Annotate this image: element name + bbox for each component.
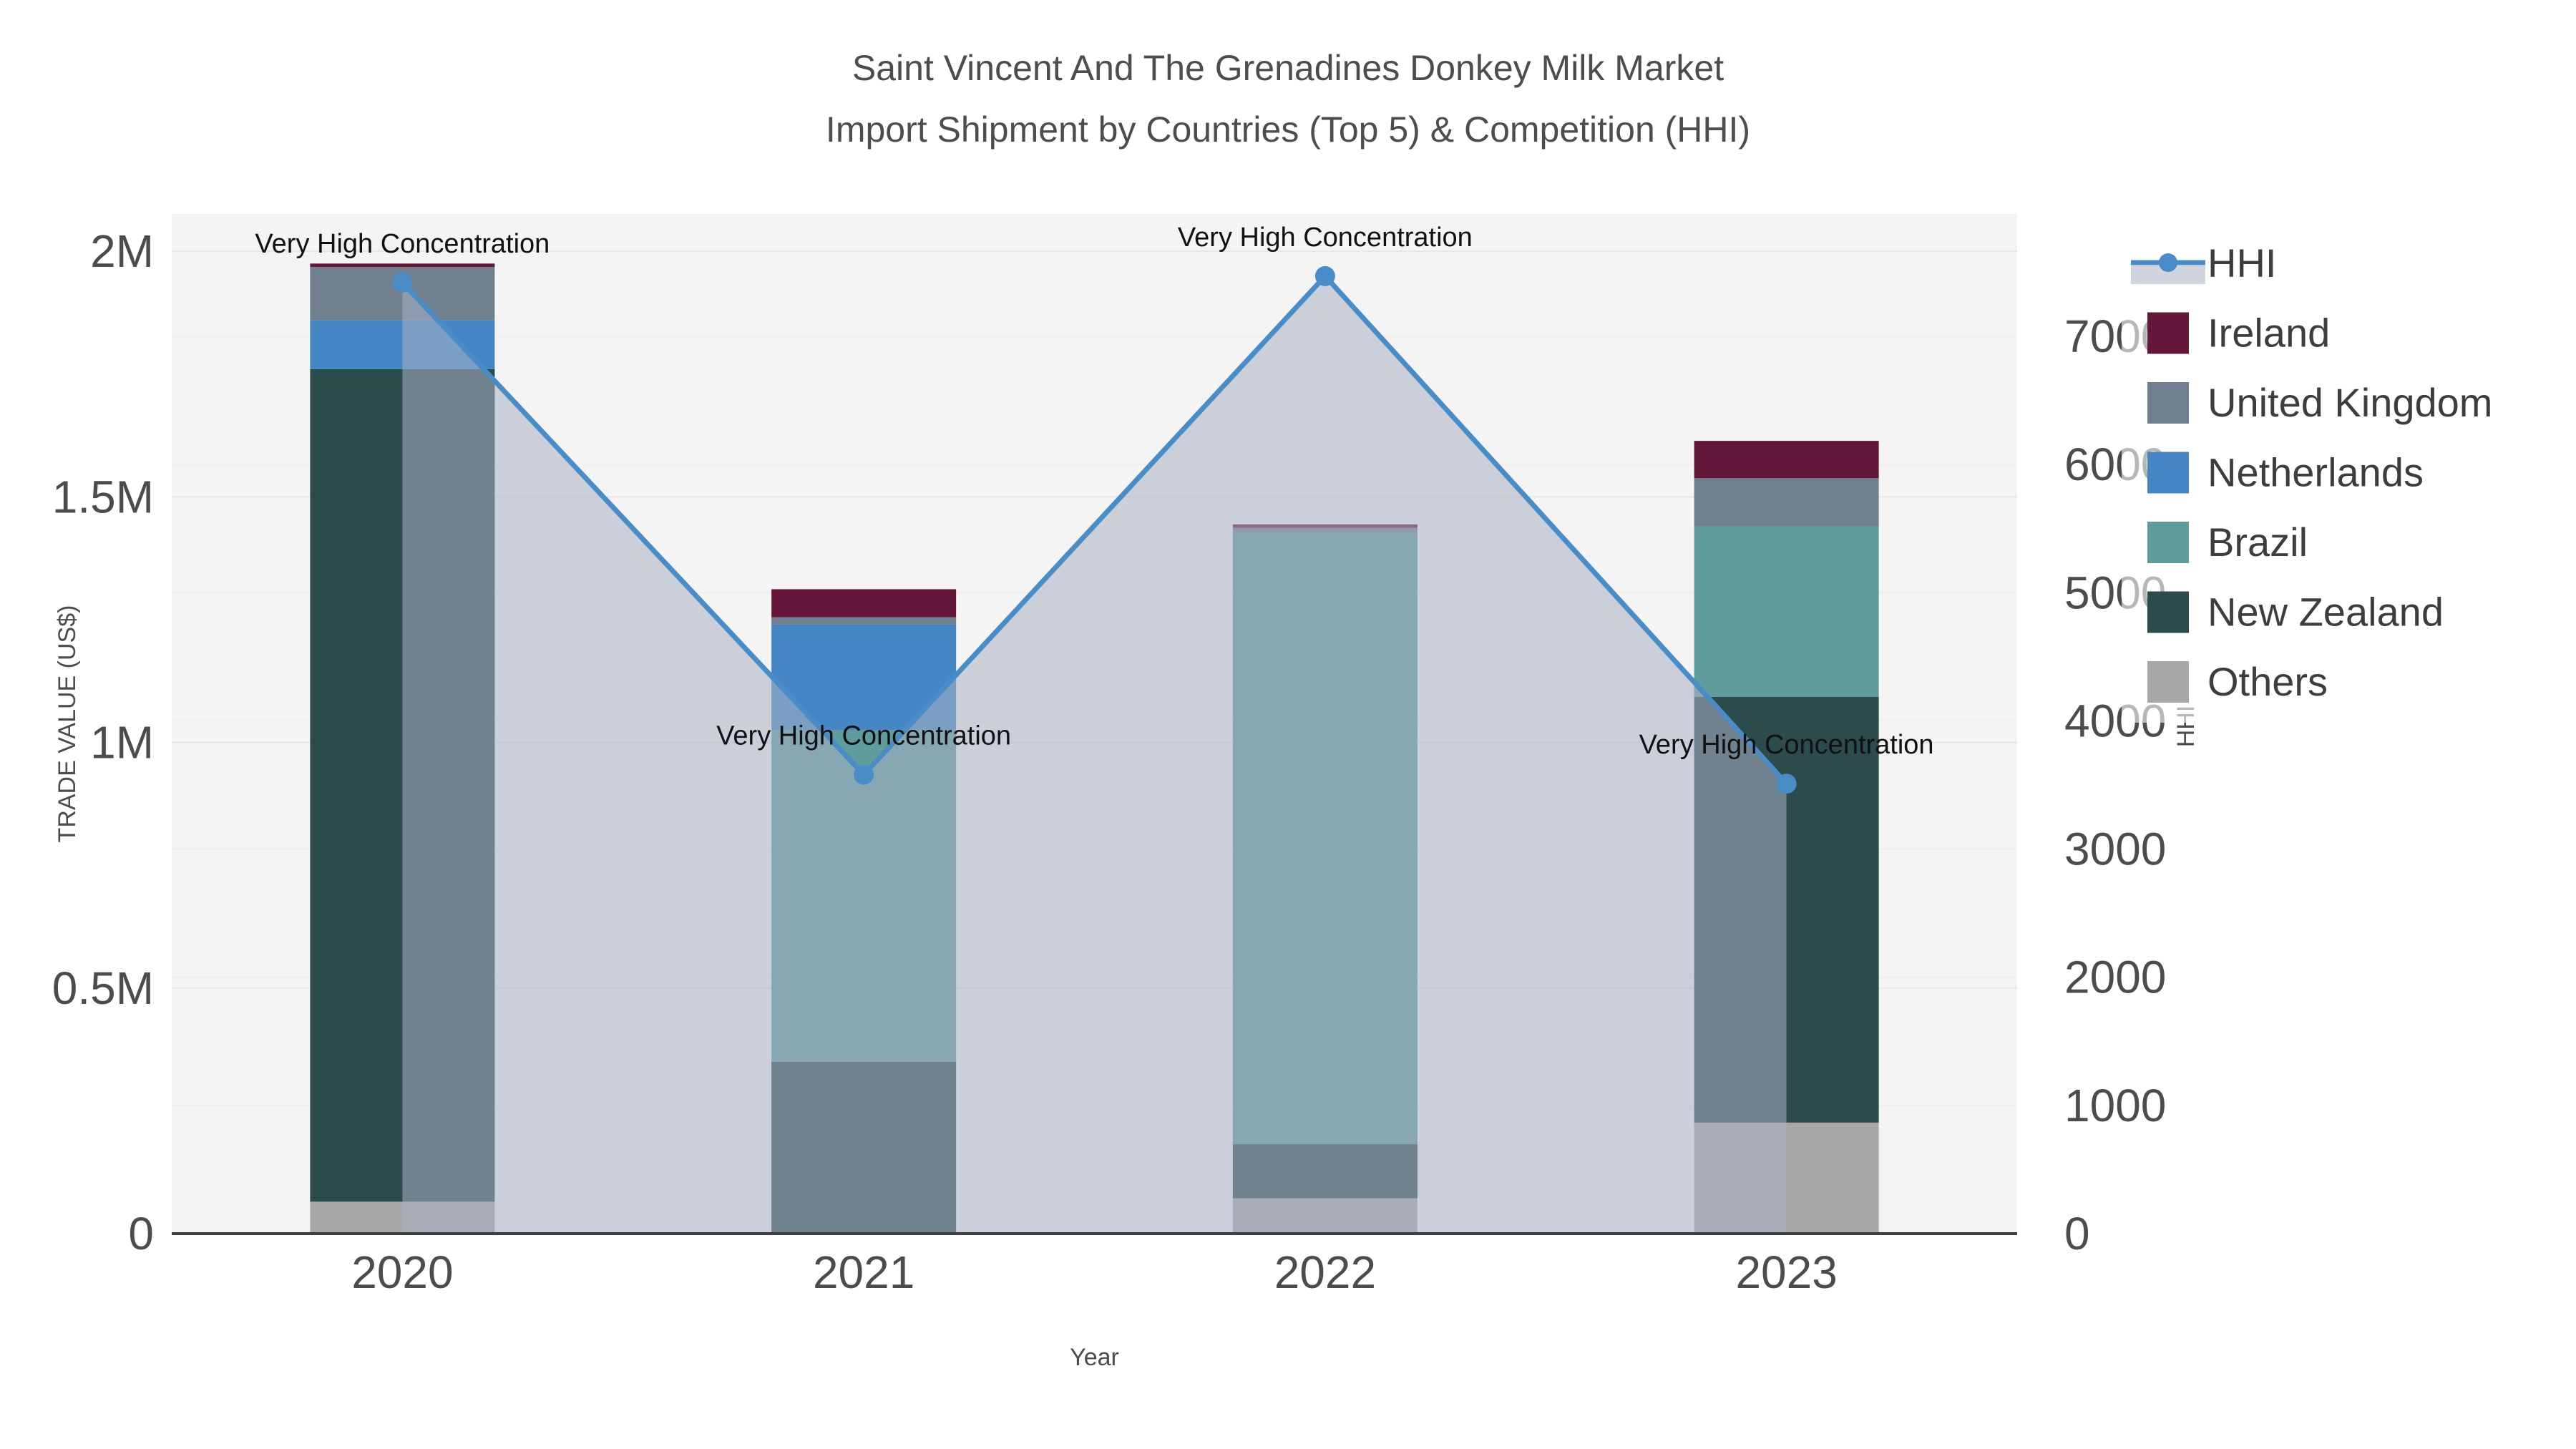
y-left-tick-label: 1.5M: [52, 471, 154, 522]
legend-label: Netherlands: [2207, 450, 2424, 495]
bar-segment-brazil-2023[interactable]: [1694, 526, 1879, 697]
y-left-tick-label: 0.5M: [52, 962, 154, 1014]
legend-label: United Kingdom: [2207, 380, 2492, 425]
legend-label: HHI: [2207, 240, 2276, 286]
legend-item-others[interactable]: Others: [2147, 659, 2328, 704]
x-tick-label-2020: 2020: [351, 1246, 453, 1298]
bar-segment-united-kingdom-2021[interactable]: [771, 617, 957, 625]
y-right-tick-label: 1000: [2064, 1080, 2166, 1131]
legend-item-hhi[interactable]: HHI: [2131, 240, 2276, 286]
bar-segment-ireland-2021[interactable]: [771, 589, 957, 618]
annotation-2022: Very High Concentration: [1178, 223, 1473, 253]
legend-hhi-marker-swatch: [2159, 253, 2177, 272]
y-left-tick-label: 2M: [90, 225, 154, 277]
y-left-axis-title: TRADE VALUE (US$): [54, 605, 81, 843]
x-tick-label-2022: 2022: [1274, 1246, 1376, 1298]
bar-segment-ireland-2023[interactable]: [1694, 441, 1879, 479]
bar-segment-ireland-2020[interactable]: [310, 263, 495, 268]
hhi-point-2023[interactable]: [1776, 774, 1797, 794]
hhi-point-2020[interactable]: [392, 272, 413, 293]
legend-label: Others: [2207, 659, 2328, 704]
y-left-tick-label: 0: [128, 1208, 154, 1259]
hhi-area-fill: [402, 275, 1787, 1234]
legend-background: [2122, 233, 2569, 723]
legend-color-swatch: [2147, 382, 2189, 424]
legend-item-brazil[interactable]: Brazil: [2147, 519, 2308, 565]
legend-item-new-zealand[interactable]: New Zealand: [2147, 590, 2444, 635]
x-tick-label-2021: 2021: [813, 1246, 914, 1298]
annotation-2020: Very High Concentration: [255, 229, 550, 259]
x-axis-title: Year: [1070, 1344, 1119, 1371]
chart-title: Saint Vincent And The Grenadines Donkey …: [0, 37, 2576, 160]
y-right-tick-label: 3000: [2064, 824, 2166, 875]
legend-color-swatch: [2147, 522, 2189, 563]
legend-item-united-kingdom[interactable]: United Kingdom: [2147, 380, 2492, 425]
hhi-line: [400, 272, 1789, 786]
annotation-2021: Very High Concentration: [716, 721, 1011, 751]
legend-label: Brazil: [2207, 519, 2308, 565]
chart-title-line1: Saint Vincent And The Grenadines Donkey …: [852, 48, 1724, 88]
legend-item-ireland[interactable]: Ireland: [2147, 311, 2330, 356]
y-left-tick-label: 1M: [90, 717, 154, 769]
hhi-point-2022[interactable]: [1314, 265, 1335, 286]
legend-color-swatch: [2147, 591, 2189, 633]
hhi-point-2021[interactable]: [854, 764, 874, 785]
chart-title-line2: Import Shipment by Countries (Top 5) & C…: [825, 109, 1751, 150]
legend-color-swatch: [2147, 312, 2189, 354]
y-right-tick-label: 0: [2064, 1208, 2090, 1259]
annotation-2023: Very High Concentration: [1639, 730, 1934, 760]
x-tick-label-2023: 2023: [1735, 1246, 1837, 1298]
bar-segment-united-kingdom-2023[interactable]: [1694, 478, 1879, 527]
legend-label: New Zealand: [2207, 590, 2444, 635]
legend-item-netherlands[interactable]: Netherlands: [2147, 450, 2424, 495]
legend-label: Ireland: [2207, 311, 2330, 356]
legend-color-swatch: [2147, 661, 2189, 703]
legend-color-swatch: [2147, 452, 2189, 494]
y-right-tick-label: 2000: [2064, 952, 2166, 1003]
